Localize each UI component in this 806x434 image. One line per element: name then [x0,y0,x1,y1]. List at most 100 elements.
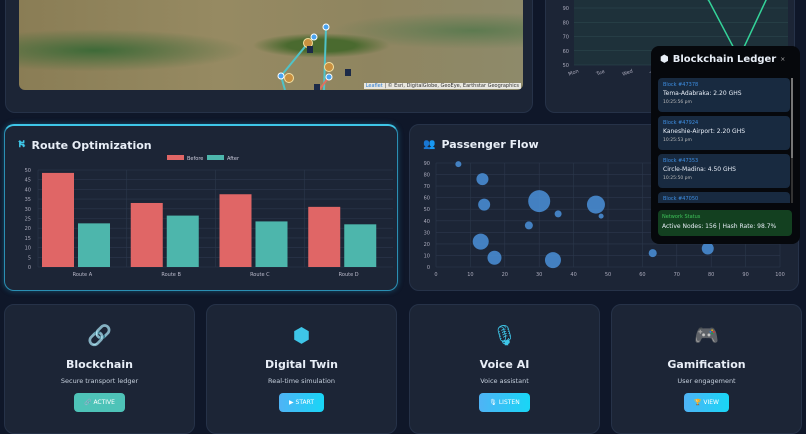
card-title: Passenger Flow [441,138,539,151]
button-label: LISTEN [498,399,520,406]
vehicle-marker[interactable] [345,69,351,76]
map-attribution: Leaflet | © Esri, DigitalGlobe, GeoEye, … [363,83,521,89]
view-button[interactable]: 🏆 VIEW [683,393,729,412]
feature-card-blockchain: 🔗 Blockchain Secure transport ledger 🔗 A… [4,304,195,434]
bubble [648,249,657,258]
y-tick-label: 10 [25,246,31,252]
bubble [476,173,489,186]
button-label: ACTIVE [93,399,115,406]
y-tick-label: 15 [25,236,31,242]
y-tick-label: 50 [424,207,430,213]
y-tick-label: 80 [424,173,430,179]
y-tick-label: 40 [25,187,31,193]
feature-card-digital-twin: ⬢ Digital Twin Real-time simulation ▶ ST… [206,304,397,434]
map-card: Leaflet | © Esri, DigitalGlobe, GeoEye, … [5,0,533,113]
route-icon: ⛕ [18,139,26,150]
y-tick-label: 20 [25,226,31,232]
close-icon[interactable]: × [780,56,786,63]
bubble [544,252,561,269]
block-id: Block #47050 [663,196,699,202]
stop-marker[interactable] [277,72,285,80]
feature-desc: Real-time simulation [268,377,335,385]
legend-label: Before [187,156,203,162]
bubble [455,161,462,168]
x-tick-label: Wed [622,68,634,77]
feature-card-voice-ai: 🎙 Voice AI Voice assistant 🎙 LISTEN [409,304,600,434]
ledger-title: Blockchain Ledger [672,54,777,65]
route-map[interactable]: Leaflet | © Esri, DigitalGlobe, GeoEye, … [19,0,523,90]
bar-after [344,224,377,267]
ledger-scrollbar[interactable] [791,78,793,203]
vehicle-marker[interactable] [307,46,313,53]
leaflet-link[interactable]: Leaflet [365,83,383,89]
x-tick-label: 30 [536,272,542,278]
ledger-list[interactable]: Block #47378 Tema-Adabraka: 2.20 GHS 10:25… [658,78,790,203]
x-tick-label: 40 [570,272,576,278]
x-tick-label: 0 [434,272,437,278]
legend-label: After [227,156,240,162]
cube-icon: ⬢ [292,323,311,347]
y-tick-label: 20 [424,242,430,248]
bus-marker[interactable] [284,73,294,83]
stop-marker[interactable] [310,33,318,41]
bubble [554,210,562,218]
y-tick-label: 30 [25,207,31,213]
y-tick-label: 60 [563,49,569,55]
microphone-icon: 🎙 [491,323,518,347]
feature-desc: Secure transport ledger [60,377,139,385]
bar-after [78,223,110,267]
x-tick-label: 60 [639,272,645,278]
feature-desc: Voice assistant [480,377,529,385]
bubble [701,242,714,255]
y-tick-label: 35 [25,197,31,203]
bus-marker[interactable] [324,62,334,72]
button-label: VIEW [703,399,719,406]
block-route: Kaneshie-Airport: 2.20 GHS [663,128,746,135]
x-tick-label: 90 [742,272,748,278]
stop-marker[interactable] [322,23,330,31]
y-tick-label: 90 [424,161,430,167]
y-tick-label: 25 [25,217,31,223]
x-tick-label: 50 [605,272,611,278]
stop-marker[interactable] [325,73,333,81]
block-id: Block #47924 [663,120,699,126]
bubble [586,195,605,214]
feature-title: Blockchain [66,358,133,371]
card-title: Route Optimization [31,139,152,152]
bubble [472,233,489,250]
bubble [478,198,491,211]
microphone-icon: 🎙 [489,399,497,406]
route-optimization-card: ⛕ Route Optimization 0 5 10 15 20 25 30 35 40 45 50… [4,124,398,291]
ledger-block: Block #47378 Tema-Adabraka: 2.20 GHS 10:25… [658,78,790,112]
x-tick-label: Route A [73,272,93,278]
x-tick-label: 20 [502,272,508,278]
bar-before [42,172,74,267]
active-button[interactable]: 🔗 ACTIVE [74,393,125,412]
y-tick-label: 0 [427,265,430,271]
x-tick-label: 100 [775,272,785,278]
y-tick-label: 40 [424,219,430,225]
route-bar-chart: 0 5 10 15 20 25 30 35 40 45 50 Route A Route B Route … [25,155,393,278]
y-tick-label: 50 [25,168,31,174]
button-label: START [295,399,315,406]
y-tick-label: 45 [25,178,31,184]
feature-card-gamification: 🎮 Gamification User engagement 🏆 VIEW [611,304,802,434]
blockchain-ledger-panel: ⬢ Blockchain Ledger × Block #47378 Tema-Ada… [651,46,800,244]
bar-before [130,202,163,267]
trophy-icon: 🏆 [693,399,702,406]
x-tick-label: Mon [568,68,580,77]
ledger-block: Block #47924 Kaneshie-Airport: 2.20 GHS 10… [658,116,790,150]
x-tick-label: Route B [161,272,181,278]
start-button[interactable]: ▶ START [278,393,325,412]
vehicle-marker[interactable] [314,84,320,90]
y-tick-label: 10 [424,253,430,259]
block-time: 10:25:56 pm [663,100,692,105]
legend-swatch [207,155,224,160]
bubble [598,213,604,219]
ledger-block: Block #47353 Circle-Madina: 4.50 GHS 10:25… [658,154,790,188]
bubble [528,190,551,213]
block-time: 10:25:50 pm [663,176,692,181]
listen-button[interactable]: 🎙 LISTEN [479,393,530,412]
map-routes [277,23,351,90]
network-status: Network Status Active Nodes: 156 | Hash R… [658,210,792,236]
